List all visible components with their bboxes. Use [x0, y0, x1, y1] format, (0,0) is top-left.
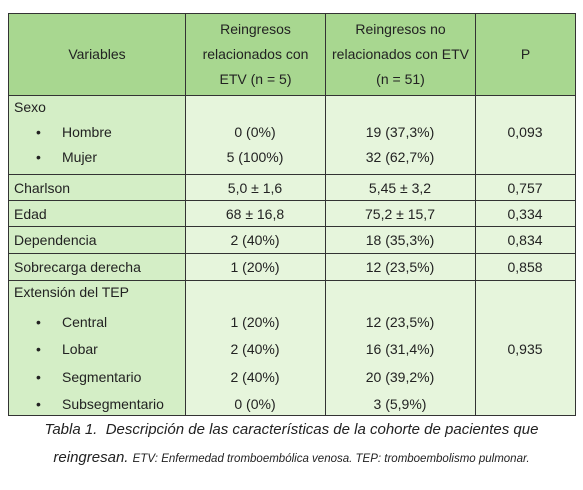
table-cell — [475, 253, 576, 281]
bullet: • — [36, 368, 41, 385]
caption: Tabla 1. Descripción de las característi… — [10, 416, 573, 473]
cell-value: 5,0 ± 1,6 — [227, 179, 283, 196]
cell-value: 16 (31,4%) — [365, 341, 435, 358]
item-label: Lobar — [62, 341, 98, 358]
group-label: Sexo — [14, 99, 46, 115]
cell-value: 2 (40%) — [230, 341, 280, 358]
cell-value: 0 (0%) — [234, 395, 276, 412]
header-cell: P — [475, 13, 576, 96]
table-cell — [185, 280, 326, 416]
row-label: Dependencia — [14, 232, 97, 248]
p-value: 0,935 — [507, 341, 543, 358]
cell-value: 2 (40%) — [230, 368, 280, 385]
p-value: 0,093 — [507, 124, 543, 140]
cell-value: 0 (0%) — [234, 124, 276, 140]
bullet: • — [36, 314, 41, 330]
bullet: • — [36, 395, 41, 412]
cell-value: 20 (39,2%) — [365, 368, 435, 385]
p-value: 0,834 — [507, 232, 543, 248]
item-label: Central — [62, 314, 108, 330]
p-value: 0,858 — [507, 259, 543, 275]
p-value: 0,334 — [507, 205, 543, 222]
cell-value: 12 (23,5%) — [365, 314, 435, 330]
cell-value: 19 (37,3%) — [365, 124, 435, 140]
header-cell: Variables — [8, 13, 186, 96]
table-cell — [8, 95, 186, 175]
cell-value: 32 (62,7%) — [365, 149, 435, 165]
cell-value: 12 (23,5%) — [365, 259, 435, 275]
cell-value: 68 ± 16,8 — [225, 205, 285, 222]
p-value: 0,757 — [507, 179, 543, 196]
table-cell — [8, 253, 186, 281]
header-cell: Reingresos no relacionados con ETV (n = … — [325, 13, 476, 96]
item-label: Subsegmentario — [62, 395, 164, 412]
table-cell — [475, 280, 576, 416]
table-cell — [325, 226, 476, 254]
row-label: Edad — [14, 205, 47, 222]
cell-value: 75,2 ± 15,7 — [365, 205, 435, 222]
table-cell — [325, 95, 476, 175]
item-label: Segmentario — [62, 368, 142, 385]
cell-value: 2 (40%) — [230, 232, 280, 248]
cell-value: 18 (35,3%) — [365, 232, 435, 248]
row-label: Charlson — [14, 179, 71, 196]
caption-note: ETV: Enfermedad tromboembólica venosa. T… — [132, 453, 530, 465]
table-cell — [325, 280, 476, 416]
item-label: Hombre — [62, 124, 112, 140]
cell-value: 1 (20%) — [230, 259, 280, 275]
bullet: • — [36, 124, 41, 140]
table-cell — [325, 253, 476, 281]
group-label: Extensión del TEP — [14, 284, 129, 300]
item-label: Mujer — [62, 149, 98, 165]
table-cell — [8, 200, 186, 227]
header-cell: Reingresos relacionados con ETV (n = 5) — [185, 13, 326, 96]
row-label: Sobrecarga derecha — [14, 259, 141, 275]
cell-value: 5 (100%) — [226, 149, 284, 165]
cell-value: 1 (20%) — [230, 314, 280, 330]
table-cell — [185, 226, 326, 254]
caption-title: Tabla 1. — [44, 421, 98, 438]
caption-text: Descripción de las características de la… — [53, 421, 539, 466]
table-cell — [325, 174, 476, 201]
bullet: • — [36, 341, 41, 358]
cell-value: 3 (5,9%) — [373, 395, 427, 412]
table-cell — [475, 200, 576, 227]
bullet: • — [36, 149, 41, 165]
cell-value: 5,45 ± 3,2 — [368, 179, 432, 196]
